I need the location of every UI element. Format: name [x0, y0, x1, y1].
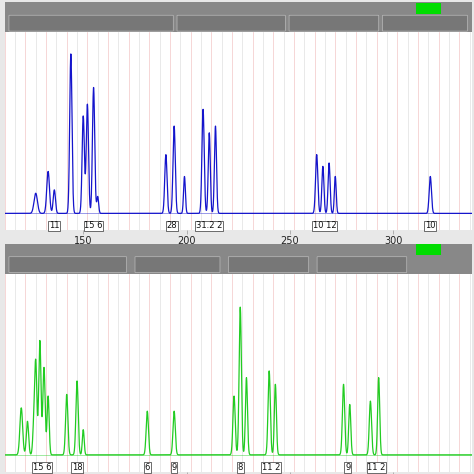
Text: 9: 9: [172, 463, 177, 472]
Text: 9: 9: [345, 463, 350, 472]
Text: 31.2 2: 31.2 2: [196, 221, 222, 230]
Text: 6: 6: [145, 463, 150, 472]
FancyBboxPatch shape: [228, 257, 309, 273]
Text: D16S539: D16S539: [339, 260, 384, 269]
Text: 10 12: 10 12: [313, 221, 337, 230]
Text: 11: 11: [49, 221, 60, 230]
Text: TH01: TH01: [164, 260, 191, 269]
FancyBboxPatch shape: [383, 15, 467, 31]
Text: D3S1358: D3S1358: [45, 260, 91, 269]
Text: D7S820: D7S820: [314, 18, 354, 27]
Text: 11 2: 11 2: [367, 463, 386, 472]
Text: D8S1179: D8S1179: [68, 18, 114, 27]
Text: 18: 18: [72, 463, 82, 472]
FancyBboxPatch shape: [289, 15, 379, 31]
Text: CSF: CSF: [415, 18, 435, 27]
Bar: [416, 3, 441, 14]
Text: 8: 8: [237, 463, 243, 472]
FancyBboxPatch shape: [135, 257, 220, 273]
FancyBboxPatch shape: [317, 257, 407, 273]
Text: D13S317: D13S317: [246, 260, 291, 269]
FancyBboxPatch shape: [177, 15, 285, 31]
Text: 15 6: 15 6: [33, 463, 51, 472]
Text: 10: 10: [425, 221, 436, 230]
FancyBboxPatch shape: [9, 257, 127, 273]
Text: 28: 28: [167, 221, 177, 230]
Bar: [416, 245, 441, 255]
Text: 15 6: 15 6: [84, 221, 103, 230]
Text: 11 2: 11 2: [262, 463, 281, 472]
FancyBboxPatch shape: [9, 15, 173, 31]
Text: D21S11: D21S11: [212, 18, 251, 27]
